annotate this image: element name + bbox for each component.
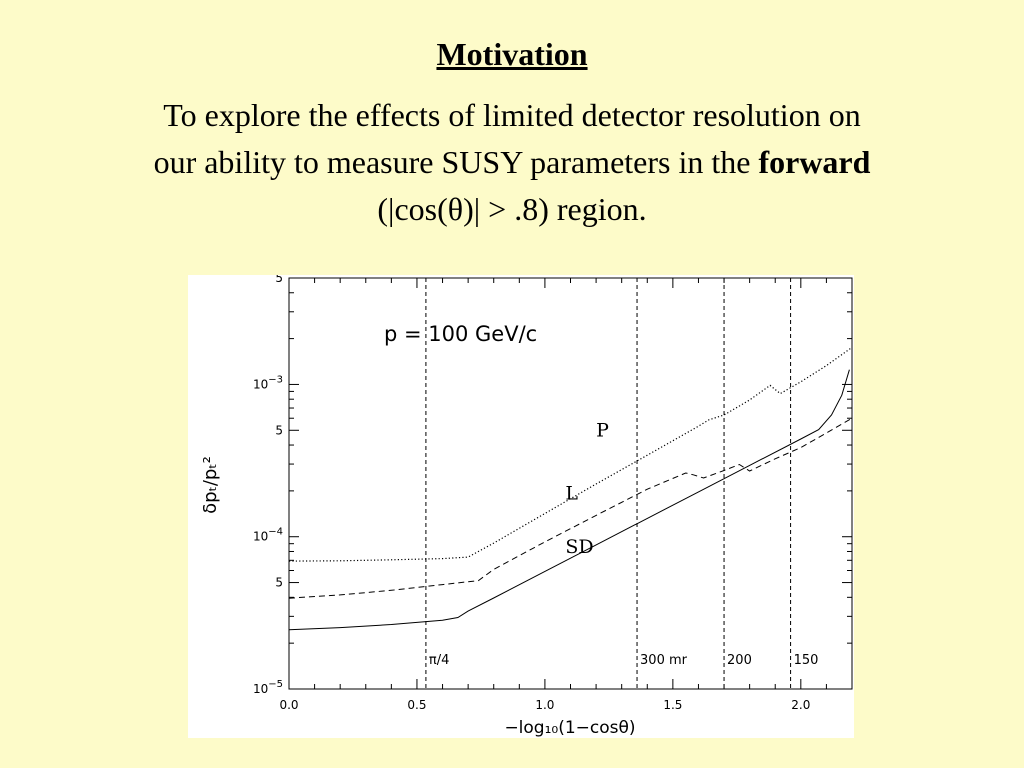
body-line-2: our ability to measure SUSY parameters i… [40, 139, 984, 186]
vertical-marker-label: 300 mr [640, 653, 688, 668]
slide-title: Motivation [436, 36, 588, 72]
body-line-2-text: our ability to measure SUSY parameters i… [153, 144, 759, 180]
y-tick-label: 5 [275, 576, 283, 590]
momentum-annotation: p = 100 GeV/c [384, 322, 537, 346]
chart-svg: π/4 300 mr 200 150 SD L P 10−5 5 10−4 5 10−3 5 0.0… [200, 275, 853, 738]
slide-body: To explore the effects of limited detect… [40, 92, 984, 233]
y-tick-label: 10−3 [253, 374, 283, 391]
y-tick-label: 10−5 [253, 679, 283, 696]
x-tick-label: 0.5 [407, 698, 426, 712]
vertical-marker-label: 200 [727, 653, 752, 668]
y-tick-label: 5 [275, 275, 283, 285]
x-axis-label: −log₁₀(1−cosθ) [504, 718, 635, 738]
series-l-label: L [565, 483, 578, 505]
x-tick-label: 0.0 [279, 698, 298, 712]
y-axis-label: δpₜ/pₜ² [200, 456, 221, 514]
series-p-curve [288, 346, 853, 562]
series-sd-label: SD [565, 536, 593, 558]
series-p-label: P [596, 420, 609, 442]
x-tick-labels: 0.0 0.5 1.0 1.5 2.0 [279, 698, 810, 712]
vertical-marker-label: 150 [794, 653, 819, 668]
vertical-marker-label: π/4 [429, 653, 449, 668]
vertical-markers: π/4 300 mr 200 150 [425, 278, 819, 689]
resolution-chart: π/4 300 mr 200 150 SD L P 10−5 5 10−4 5 10−3 5 0.0… [188, 275, 854, 738]
body-line-3: (|cos(θ)| > .8) region. [377, 191, 647, 227]
body-line-2-bold: forward [758, 144, 871, 180]
y-tick-label: 5 [275, 423, 283, 437]
y-tick-labels: 10−5 5 10−4 5 10−3 5 [253, 275, 283, 696]
x-tick-label: 2.0 [791, 698, 810, 712]
axis-ticks [288, 277, 853, 690]
y-tick-label: 10−4 [253, 527, 283, 544]
series-sd-curve [288, 369, 850, 631]
body-line-1: To explore the effects of limited detect… [163, 97, 861, 133]
x-tick-label: 1.5 [663, 698, 682, 712]
series-l-curve [288, 417, 853, 599]
series-curves: SD L P [288, 346, 853, 631]
x-tick-label: 1.0 [535, 698, 554, 712]
